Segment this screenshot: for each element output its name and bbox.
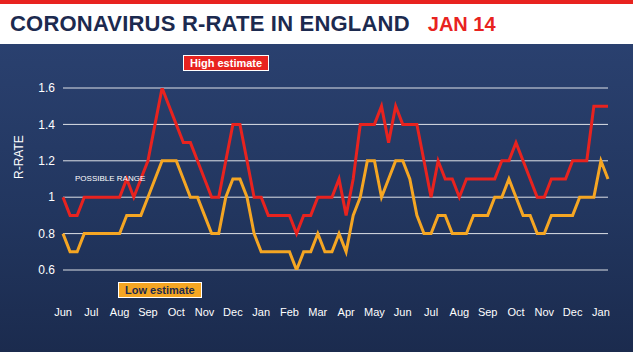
svg-text:Jun: Jun — [54, 306, 72, 318]
html-text:POSSIBLE RANGE: POSSIBLE RANGE — [75, 174, 146, 183]
svg-text:Nov: Nov — [535, 306, 555, 318]
html-text:JAN 14: JAN 14 — [427, 12, 496, 35]
html-text:Low estimate: Low estimate — [125, 284, 195, 296]
svg-text:R-RATE: R-RATE — [12, 135, 26, 179]
svg-text:Aug: Aug — [450, 306, 470, 318]
svg-text:Jan: Jan — [592, 306, 610, 318]
svg-text:May: May — [364, 306, 385, 318]
svg-text:Dec: Dec — [223, 306, 243, 318]
svg-text:Feb: Feb — [280, 306, 299, 318]
svg-text:Nov: Nov — [195, 306, 215, 318]
svg-text:Jan: Jan — [252, 306, 270, 318]
svg-text:Apr: Apr — [338, 306, 355, 318]
svg-text:1.4: 1.4 — [38, 118, 55, 132]
svg-text:Mar: Mar — [308, 306, 327, 318]
svg-text:Jun: Jun — [394, 306, 412, 318]
svg-text:Sep: Sep — [138, 306, 158, 318]
html-text:CORONAVIRUS R-RATE IN ENGLAND: CORONAVIRUS R-RATE IN ENGLAND — [10, 11, 410, 36]
svg-text:0.8: 0.8 — [38, 227, 55, 241]
svg-text:Jul: Jul — [424, 306, 438, 318]
svg-text:1.2: 1.2 — [38, 154, 55, 168]
html-text:High estimate: High estimate — [190, 57, 263, 69]
svg-text:1: 1 — [48, 190, 55, 204]
svg-text:Oct: Oct — [168, 306, 185, 318]
svg-text:Aug: Aug — [110, 306, 130, 318]
svg-text:Sep: Sep — [478, 306, 498, 318]
svg-text:1.6: 1.6 — [38, 81, 55, 95]
svg-text:Dec: Dec — [563, 306, 583, 318]
svg-text:Jul: Jul — [84, 306, 98, 318]
svg-text:0.6: 0.6 — [38, 263, 55, 277]
svg-text:Oct: Oct — [507, 306, 524, 318]
